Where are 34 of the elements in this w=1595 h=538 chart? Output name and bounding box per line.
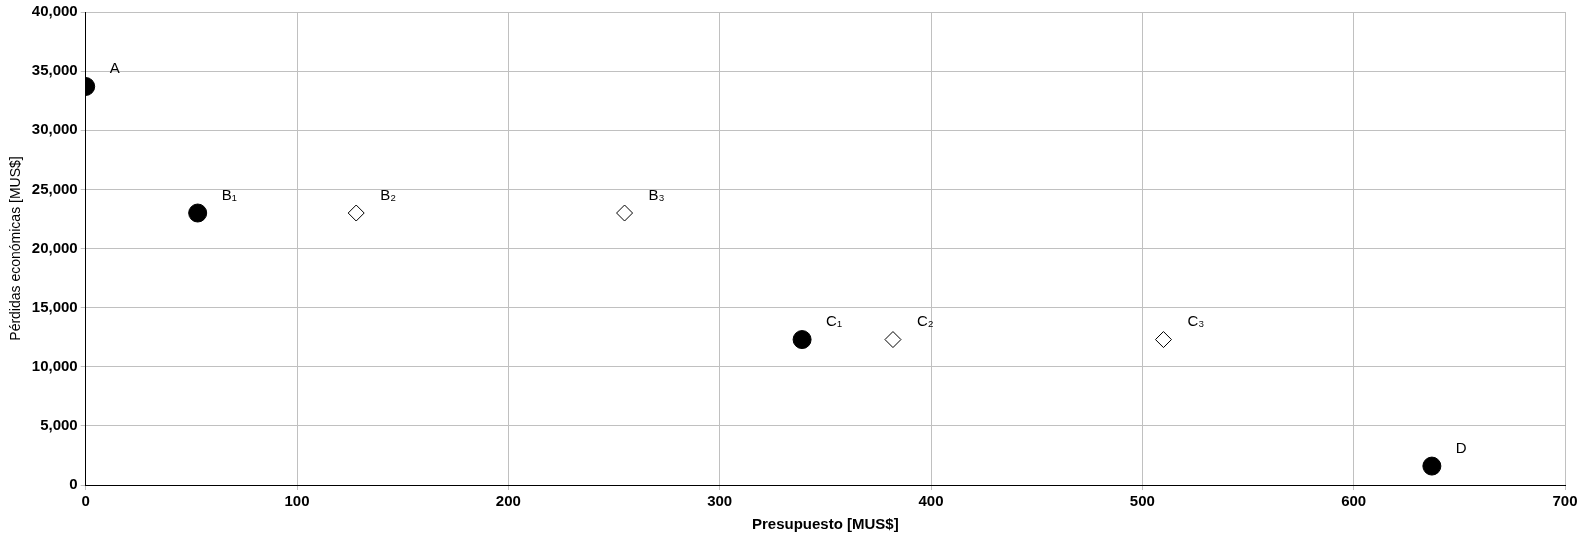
point (188, 203, 208, 223)
y-tick-label: 15,000 (31, 297, 78, 315)
annotation: C₁ (826, 312, 842, 330)
y-tick-label: 35,000 (31, 61, 78, 79)
point (1422, 456, 1442, 476)
y-tick-label: 25,000 (31, 179, 78, 197)
y-tick-label: 0 (69, 475, 78, 493)
annotation: A (109, 59, 120, 77)
point (347, 204, 365, 222)
annotation: B₃ (648, 185, 665, 203)
y-tick-label: 40,000 (31, 2, 78, 20)
point (792, 330, 812, 350)
x-axis-title: Presupuesto [MUS$] (751, 515, 899, 533)
x-tick-label: 100 (284, 492, 310, 510)
point (616, 204, 634, 222)
annotation: C₂ (916, 312, 934, 330)
y-axis-title: Pérdidas económicas [MUS$] (7, 156, 24, 341)
x-tick-label: 200 (495, 492, 521, 510)
y-tick-label: 5,000 (40, 416, 78, 434)
annotation: B₂ (380, 185, 397, 203)
y-tick-label: 30,000 (31, 120, 78, 138)
y-tick-label: 10,000 (31, 356, 78, 374)
point (1154, 331, 1172, 349)
x-tick-label: 400 (918, 492, 944, 510)
point (884, 331, 902, 349)
y-tick-label: 20,000 (31, 238, 78, 256)
x-tick-label: 600 (1341, 492, 1367, 510)
x-tick-label: 300 (707, 492, 733, 510)
x-tick-label: 0 (81, 492, 90, 510)
annotation: B₁ (221, 185, 237, 203)
annotation: D (1455, 438, 1467, 456)
annotation: C₃ (1187, 312, 1205, 330)
x-tick-label: 700 (1552, 492, 1578, 510)
x-tick-label: 500 (1129, 492, 1155, 510)
